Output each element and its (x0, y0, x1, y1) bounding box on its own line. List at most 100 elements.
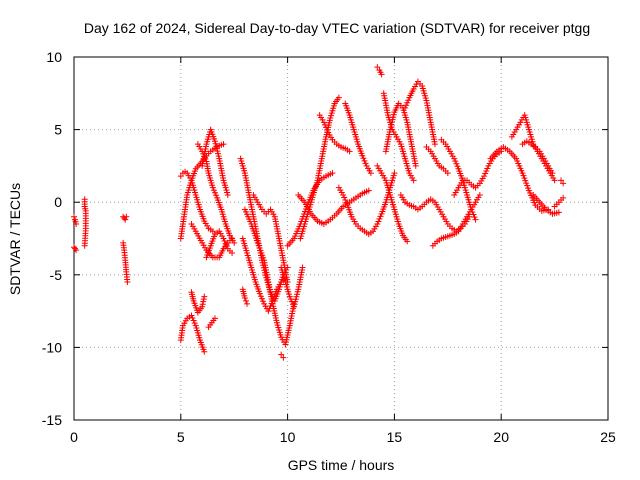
data-point (410, 177, 417, 184)
data-series-arc-11 (194, 141, 238, 246)
data-point (451, 155, 458, 162)
data-point (560, 194, 567, 201)
data-point (222, 240, 229, 247)
data-point (286, 293, 293, 300)
data-point (560, 180, 567, 187)
data-point (201, 348, 208, 355)
data-point (213, 192, 220, 199)
data-series-arc-31 (429, 191, 483, 249)
data-series-arc-39 (551, 194, 567, 210)
data-point (241, 295, 248, 302)
x-tick-label: 20 (493, 429, 509, 445)
x-tick-label: 15 (387, 429, 403, 445)
data-series-arc-07 (205, 315, 218, 331)
data-point (360, 155, 367, 162)
y-tick-label: 0 (54, 194, 62, 210)
data-series-arc-04 (177, 168, 216, 235)
x-tick-label: 0 (70, 429, 78, 445)
y-tick-label: -10 (42, 339, 62, 355)
data-point (324, 126, 331, 133)
data-point (412, 162, 419, 169)
data-point (469, 209, 476, 216)
x-tick-label: 5 (177, 429, 185, 445)
data-point (375, 218, 382, 225)
data-point (404, 238, 411, 245)
data-series-arc-16 (278, 264, 306, 310)
data-point (199, 301, 206, 308)
data-point (211, 315, 218, 322)
data-series-arc-40 (558, 177, 567, 187)
data-point (374, 220, 381, 227)
data-point (260, 298, 267, 305)
data-point (220, 141, 227, 148)
y-axis-label: SDTVAR / TECUs (7, 183, 23, 295)
data-series-arc-06 (188, 289, 208, 316)
data-point (402, 104, 409, 111)
data-point (189, 314, 196, 321)
data-point (470, 211, 477, 218)
x-axis-label: GPS time / hours (288, 457, 395, 473)
data-series-arc-02b (120, 239, 131, 286)
data-point (404, 99, 411, 106)
data-series-arc-01 (81, 196, 89, 249)
data-point (299, 264, 306, 271)
data-point (365, 187, 372, 194)
data-point (81, 242, 88, 249)
data-point (342, 197, 349, 204)
data-point (482, 170, 489, 177)
data-point (201, 293, 208, 300)
data-point (484, 165, 491, 172)
data-point (73, 247, 80, 254)
data-point (257, 293, 264, 300)
y-tick-label: 10 (46, 49, 62, 65)
x-tick-labels: 0 5 10 15 20 25 (70, 429, 616, 445)
data-series-arc-03 (177, 141, 227, 242)
data-point (221, 238, 228, 245)
data-series-arc-29 (402, 78, 438, 148)
data-series-arc-37 (519, 138, 556, 177)
data-series-arc-21 (295, 187, 372, 227)
plot-frame (73, 56, 609, 421)
data-point (209, 184, 216, 191)
data-point (265, 308, 272, 315)
data-point (201, 153, 208, 160)
data-series-arc-20 (297, 94, 342, 242)
data-point (359, 152, 366, 159)
data-series-arc-32 (438, 136, 479, 223)
x-tick-label: 25 (600, 429, 616, 445)
data-series-arc-33 (423, 144, 451, 177)
data-point (323, 124, 330, 131)
chart-title: Day 162 of 2024, Sidereal Day-to-day VTE… (84, 20, 590, 36)
data-point (376, 215, 383, 222)
y-tick-labels: -15 -10 -5 0 5 10 (42, 49, 62, 428)
data-point (266, 305, 273, 312)
data-series-arc-25 (374, 64, 385, 78)
data-point (122, 216, 129, 223)
data-point (483, 167, 490, 174)
data-point (258, 295, 265, 302)
data-series-arc-22 (316, 112, 353, 155)
data-point (211, 189, 218, 196)
data-point (555, 209, 562, 216)
data-points (71, 64, 567, 361)
data-point (453, 160, 460, 167)
data-point (224, 191, 231, 198)
data-series-arc-38 (530, 191, 562, 217)
data-point (362, 160, 369, 167)
data-point (341, 194, 348, 201)
data-point (229, 250, 236, 257)
data-point (220, 235, 227, 242)
data-point (471, 214, 478, 221)
data-point (191, 320, 198, 327)
data-point (320, 119, 327, 126)
data-series-arc-30 (397, 191, 473, 235)
grid (74, 57, 608, 420)
data-point (472, 216, 479, 223)
data-point (210, 187, 217, 194)
data-point (476, 191, 483, 198)
y-tick-label: 5 (54, 122, 62, 138)
data-point (361, 157, 368, 164)
data-point (321, 121, 328, 128)
data-point (444, 170, 451, 177)
data-point (481, 173, 488, 180)
